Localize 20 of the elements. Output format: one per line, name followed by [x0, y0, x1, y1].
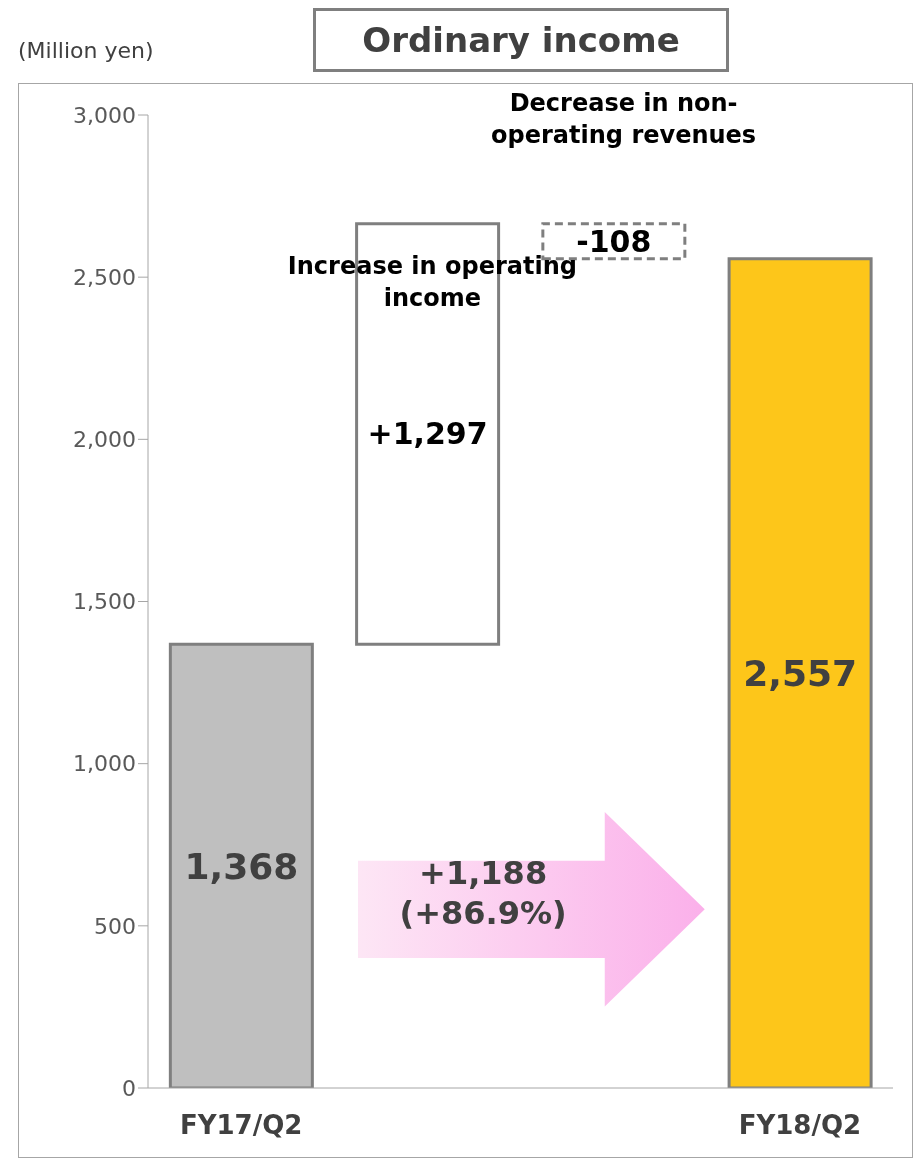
- annotation: Decrease in non-operating revenues: [490, 88, 758, 152]
- bar: [727, 257, 873, 1088]
- annotation: Increase in operating income: [286, 250, 578, 314]
- x-tick-label: FY18/Q2: [738, 1110, 862, 1141]
- annotation: +1,188 (+86.9%): [398, 852, 568, 933]
- data-label: 1,368: [184, 845, 299, 887]
- y-tick-label: 500: [94, 913, 136, 939]
- data-label: +1,297: [367, 416, 488, 452]
- y-tick-label: 2,000: [73, 427, 136, 453]
- data-label: -108: [576, 223, 652, 259]
- bar: [168, 642, 314, 1088]
- y-tick-label: 0: [122, 1075, 136, 1101]
- y-tick-label: 3,000: [73, 102, 136, 128]
- data-label: 2,557: [743, 652, 858, 694]
- y-tick-label: 1,000: [73, 751, 136, 777]
- y-axis-title: (Million yen): [18, 38, 154, 63]
- y-tick-label: 1,500: [73, 589, 136, 615]
- chart-title: Ordinary income: [313, 8, 729, 72]
- x-tick-label: FY17/Q2: [179, 1110, 303, 1141]
- y-tick-label: 2,500: [73, 264, 136, 290]
